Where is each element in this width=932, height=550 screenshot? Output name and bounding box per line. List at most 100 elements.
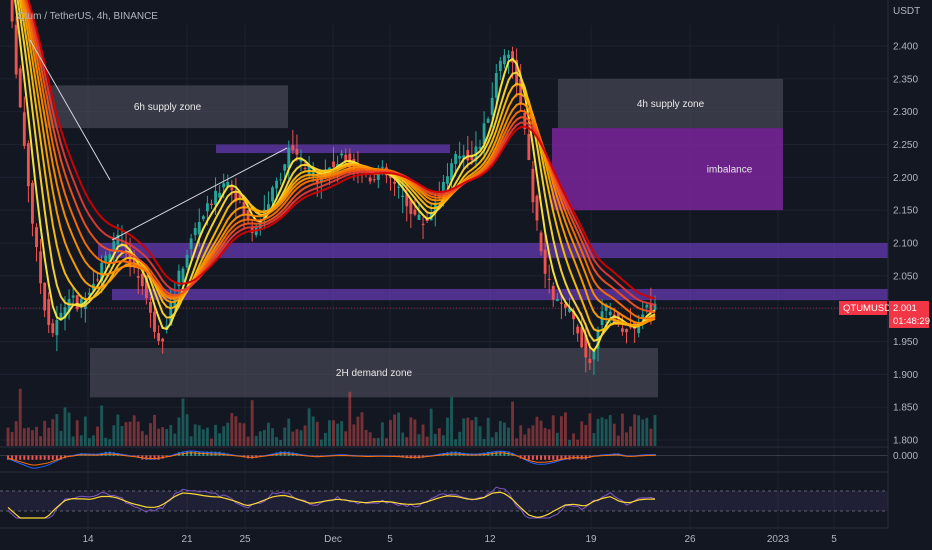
volume-bar: [604, 419, 608, 446]
candle-body: [275, 180, 278, 189]
x-tick-label: 5: [831, 534, 837, 545]
volume-bar: [568, 439, 571, 446]
volume-bar: [10, 432, 14, 446]
volume-bar: [43, 420, 47, 446]
volume-bar: [14, 421, 18, 446]
volume-bar: [433, 433, 437, 446]
candle-body: [39, 251, 43, 284]
candle-body: [523, 112, 527, 130]
macd-histogram-bar: [540, 455, 543, 460]
volume-bar: [193, 424, 197, 446]
candle-body: [608, 311, 612, 316]
y-tick-label: 1.950: [893, 337, 918, 348]
volume-bar: [364, 429, 368, 446]
candle-body: [507, 54, 510, 59]
candle-body: [417, 214, 421, 220]
volume-bar: [112, 425, 116, 446]
volume-bar: [348, 391, 352, 446]
candle-body: [616, 313, 620, 320]
volume-bar: [559, 416, 563, 446]
candle-body: [645, 304, 649, 308]
y-tick-label: 2.100: [893, 239, 918, 250]
candle-body: [584, 334, 588, 358]
candle-body: [409, 199, 413, 215]
candle-body: [112, 241, 116, 250]
candle-body: [67, 298, 71, 313]
volume-bar: [620, 413, 624, 446]
volume-bar: [161, 427, 165, 446]
volume-bar: [413, 419, 417, 446]
candle-body: [26, 143, 30, 187]
volume-bar: [429, 408, 433, 446]
volume-bar: [649, 428, 653, 446]
volume-bar: [189, 436, 193, 446]
macd-histogram-bar: [548, 455, 551, 460]
volume-bar: [55, 414, 59, 446]
candle-body: [502, 55, 506, 65]
candle-body: [63, 307, 67, 319]
volume-bar: [136, 421, 140, 446]
x-tick-label: 14: [82, 534, 94, 545]
volume-bar: [210, 438, 213, 446]
volume-bar: [222, 426, 226, 446]
candle-body: [405, 193, 409, 207]
x-tick-label: 12: [484, 534, 496, 545]
y-tick-label: 2.400: [893, 42, 918, 53]
candle-body: [564, 304, 567, 308]
candle-body: [446, 176, 449, 184]
volume-bars: [6, 388, 657, 446]
volume-bar: [47, 427, 51, 446]
candle-body: [104, 255, 108, 264]
candle-body: [555, 298, 559, 302]
volume-bar: [75, 420, 79, 446]
macd-histogram-bar: [556, 455, 559, 460]
macd-pane: [0, 446, 888, 469]
volume-bar: [149, 423, 152, 446]
zone-level: [216, 144, 450, 154]
price-tag-countdown: 01:48:29: [893, 316, 930, 327]
volume-bar: [124, 422, 128, 446]
volume-bar: [254, 435, 258, 446]
volume-bar: [474, 416, 478, 446]
volume-bar: [450, 397, 453, 446]
candle-body: [230, 187, 234, 191]
candle-body: [551, 285, 555, 300]
volume-bar: [511, 401, 514, 446]
volume-bar: [234, 416, 238, 446]
volume-bar: [18, 388, 22, 446]
volume-bar: [466, 417, 470, 446]
volume-bar: [100, 405, 104, 446]
y-tick-label: 2.250: [893, 140, 918, 151]
macd-histogram-bar: [186, 451, 189, 456]
candle-body: [372, 179, 376, 181]
candle-body: [181, 268, 185, 282]
volume-bar: [629, 426, 632, 446]
volume-bar: [108, 439, 112, 446]
candle-body: [437, 195, 441, 199]
volume-bar: [31, 430, 34, 446]
volume-bar: [523, 434, 527, 446]
volume-bar: [283, 427, 287, 446]
ma-ribbon: [14, 0, 656, 353]
macd-histogram-bar: [145, 455, 148, 460]
candle-body: [193, 228, 197, 236]
volume-bar: [588, 413, 592, 446]
zone-label: 6h supply zone: [134, 102, 202, 113]
candle-body: [87, 292, 91, 295]
volume-bar: [144, 434, 148, 446]
candle-body: [75, 295, 79, 310]
candle-body: [144, 275, 148, 299]
macd-histogram-bar: [153, 455, 156, 460]
volume-bar: [527, 428, 531, 446]
price-axis-unit: USDT: [893, 6, 920, 17]
zone-label: 2H demand zone: [336, 368, 413, 379]
candle-body: [189, 238, 193, 250]
macd-histogram-bar: [27, 455, 30, 460]
volume-bar: [547, 429, 551, 446]
volume-bar: [96, 426, 99, 446]
candle-body: [592, 349, 596, 360]
volume-bar: [275, 437, 278, 446]
zone-label: 4h supply zone: [637, 99, 705, 110]
candle-body: [161, 338, 165, 342]
